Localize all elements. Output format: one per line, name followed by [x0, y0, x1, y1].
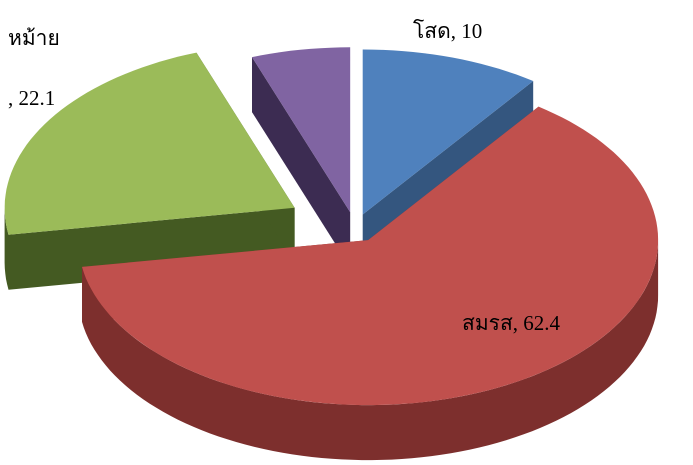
- category-label: โสด: [413, 19, 451, 43]
- category-label: หม้าย: [8, 26, 60, 50]
- category-label: สมรส: [462, 311, 513, 335]
- data-label: หม้าย , 22.1: [8, 26, 60, 110]
- slice-outer-wall: [82, 240, 659, 461]
- value-label: , 22.1: [8, 86, 55, 110]
- pie-tops: [4, 47, 659, 406]
- data-label: โสด, 10: [413, 19, 482, 43]
- slice: [362, 49, 534, 215]
- data-labels: โสด, 10 สมรส, 62.4 หม้าย , 22.1: [8, 19, 561, 335]
- value-label: , 10: [451, 19, 483, 43]
- slice: [82, 106, 659, 406]
- slice-side: [252, 57, 351, 268]
- slice: [4, 52, 295, 235]
- data-label: สมรส, 62.4: [462, 311, 561, 335]
- slice-outer-wall: [4, 207, 9, 290]
- value-label: , 62.4: [513, 311, 561, 335]
- slice: [252, 47, 351, 213]
